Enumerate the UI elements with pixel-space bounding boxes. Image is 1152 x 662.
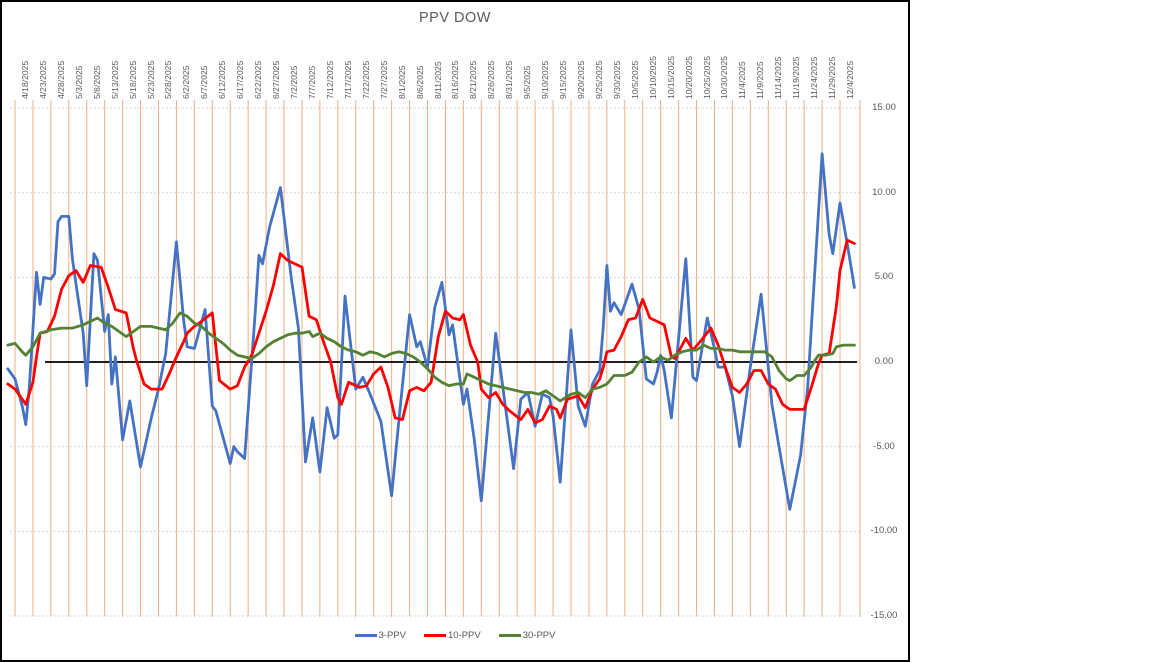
chart-svg [6, 100, 861, 617]
chart-frame-border [0, 0, 910, 662]
y-axis-label: -15.00 [870, 609, 898, 621]
y-axis-label: -10.00 [870, 525, 898, 537]
y-axis-label: 10.00 [872, 186, 896, 198]
legend-label: 30-PPV [522, 630, 556, 641]
y-axis-label: 15.00 [872, 102, 896, 114]
legend-item-3-PPV[interactable]: 3-PPV [354, 630, 406, 641]
series-line-10-PPV[interactable] [6, 238, 856, 425]
legend-item-30-PPV[interactable]: 30-PPV [498, 630, 556, 641]
legend-line-swatch [354, 634, 377, 637]
y-axis-label: 0.00 [874, 356, 894, 367]
chart-title[interactable]: PPV DOW [419, 10, 491, 26]
legend-label: 10-PPV [447, 630, 481, 641]
legend-label: 3-PPV [378, 630, 406, 641]
chart-legend: 3-PPV 10-PPV 30-PPV [0, 630, 910, 641]
y-axis-label: -5.00 [873, 440, 895, 452]
legend-line-swatch [423, 634, 446, 637]
y-axis-label: 5.00 [874, 271, 894, 283]
series-line-30-PPV[interactable] [6, 311, 856, 403]
legend-line-swatch [498, 634, 521, 637]
legend-item-10-PPV[interactable]: 10-PPV [423, 630, 481, 641]
